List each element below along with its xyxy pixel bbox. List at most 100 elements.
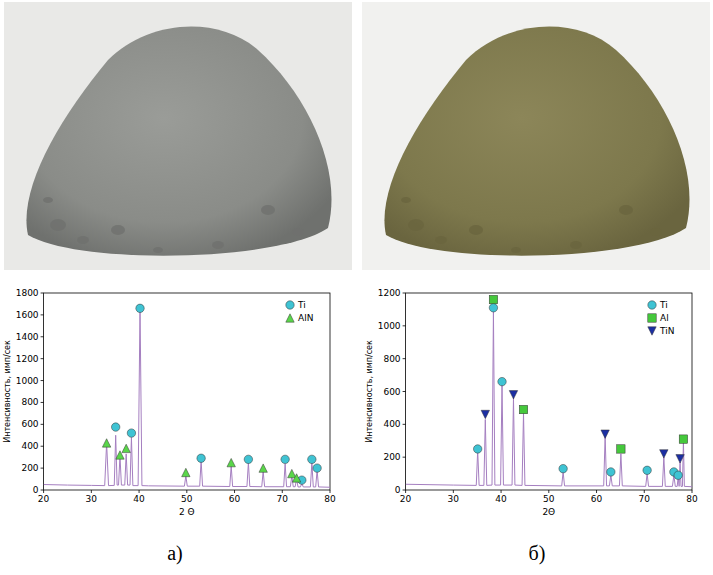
x-tick-label: 80 <box>324 494 336 504</box>
powder-grain <box>435 236 447 244</box>
photo <box>4 2 352 270</box>
y-tick-label: 0 <box>395 485 401 495</box>
x-tick <box>282 490 283 493</box>
x-tick-label: 80 <box>686 494 698 504</box>
x-tick-label: 50 <box>181 494 193 504</box>
powder-grain <box>111 225 125 235</box>
phase-marker <box>136 304 144 312</box>
y-tick-label: 1200 <box>378 288 401 298</box>
y-tick-label: 0 <box>33 485 39 495</box>
x-tick <box>234 490 235 493</box>
y-tick-label: 1400 <box>16 332 39 342</box>
phase-marker <box>281 455 289 463</box>
x-axis-title: 2Θ <box>542 507 555 517</box>
powder-grain <box>43 197 53 203</box>
y-tick <box>41 468 44 469</box>
y-axis-title: Интенсивность, имп/сек <box>3 340 12 443</box>
y-tick <box>41 336 44 337</box>
phase-marker <box>122 444 130 452</box>
y-tick <box>403 424 406 425</box>
x-tick <box>330 490 331 493</box>
x-tick-label: 40 <box>133 494 145 504</box>
x-tick-label: 30 <box>448 494 460 504</box>
x-tick <box>405 490 406 493</box>
phase-marker <box>509 391 517 399</box>
phase-marker <box>489 304 497 312</box>
y-tick <box>41 490 44 491</box>
powder-grain <box>50 219 66 231</box>
phase-marker <box>313 464 321 472</box>
x-tick-label: 70 <box>277 494 289 504</box>
y-tick <box>41 358 44 359</box>
powder-grain <box>153 247 163 253</box>
x-tick-label: 70 <box>639 494 651 504</box>
y-tick <box>403 358 406 359</box>
y-tick-label: 1000 <box>378 321 401 331</box>
y-tick-label: 800 <box>21 397 38 407</box>
phase-marker <box>259 464 267 472</box>
y-tick-label: 600 <box>383 387 400 397</box>
powder-grain <box>261 205 275 215</box>
phase-marker <box>643 466 651 474</box>
phase-marker <box>519 405 527 413</box>
x-tick-label: 50 <box>543 494 555 504</box>
y-tick-label: 1800 <box>16 288 39 298</box>
x-tick-label: 20 <box>38 494 50 504</box>
y-tick-label: 200 <box>383 452 400 462</box>
y-tick-label: 1200 <box>16 354 39 364</box>
phase-marker <box>244 455 252 463</box>
y-tick <box>41 402 44 403</box>
data-group <box>44 304 330 487</box>
phase-marker <box>127 429 135 437</box>
x-tick-label: 40 <box>495 494 507 504</box>
legend-label: TiN <box>659 326 674 336</box>
legend-label: Al <box>660 313 669 323</box>
x-axis-title: 2 Θ <box>179 507 195 517</box>
data-group <box>406 295 692 486</box>
x-tick-label: 60 <box>229 494 241 504</box>
phase-marker <box>607 468 615 476</box>
x-tick <box>91 490 92 493</box>
phase-marker <box>288 469 296 477</box>
plot-frame <box>44 293 330 490</box>
phase-marker <box>559 464 567 472</box>
phase-marker <box>481 410 489 418</box>
y-tick <box>403 490 406 491</box>
powder-grain <box>570 241 582 249</box>
powder-grain <box>77 236 89 244</box>
legend-label: Ti <box>659 300 668 310</box>
phase-marker <box>674 471 682 479</box>
y-tick-label: 400 <box>21 441 38 451</box>
y-tick <box>403 391 406 392</box>
powder-grain <box>408 219 424 231</box>
plot-frame <box>406 293 692 490</box>
figure: 2030405060708002004006008001000120014001… <box>0 0 713 575</box>
x-tick-label: 30 <box>86 494 98 504</box>
legend: Ti AlN <box>286 300 314 323</box>
panel-label: б) <box>529 542 546 565</box>
phase-marker <box>660 450 668 458</box>
y-tick <box>403 325 406 326</box>
phase-marker <box>679 435 687 443</box>
x-tick <box>186 490 187 493</box>
phase-marker <box>292 474 300 482</box>
y-tick-label: 200 <box>21 463 38 473</box>
powder-pile <box>26 27 331 256</box>
phase-marker <box>676 455 684 463</box>
y-tick <box>41 380 44 381</box>
phase-marker <box>102 439 110 447</box>
x-tick <box>501 490 502 493</box>
chart: 2030405060708002004006008001000120014001… <box>3 288 336 517</box>
chart: 203040506070800200400600800100012002ΘИнт… <box>365 288 698 517</box>
legend-marker <box>648 327 656 335</box>
legend-label: Ti <box>297 300 306 310</box>
powder-grain <box>212 241 224 249</box>
legend-marker <box>286 301 294 309</box>
phase-marker <box>601 430 609 438</box>
y-tick <box>403 293 406 294</box>
powder-grain <box>619 205 633 215</box>
powder-grain <box>292 228 304 236</box>
xrd-line <box>44 307 330 487</box>
legend-label: AlN <box>298 313 313 323</box>
legend: Ti Al TiN <box>648 300 675 336</box>
